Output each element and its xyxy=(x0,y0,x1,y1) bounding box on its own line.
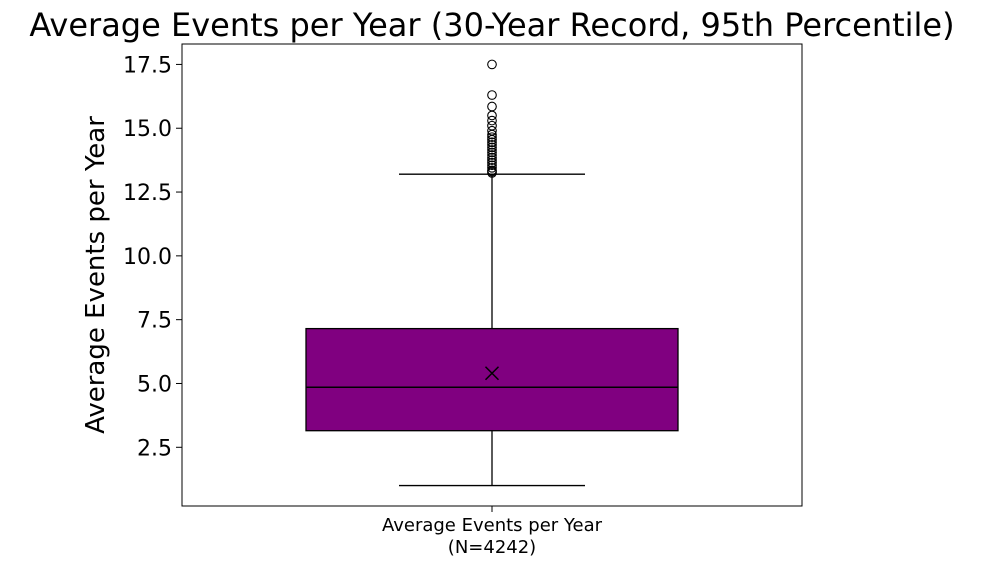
y-tick-label: 15.0 xyxy=(123,117,172,142)
outlier-point xyxy=(487,150,497,160)
outlier-point xyxy=(487,155,497,165)
y-axis-label: Average Events per Year xyxy=(81,116,111,434)
x-tick-label-line: Average Events per Year xyxy=(382,515,603,536)
plot-area xyxy=(181,43,803,507)
outlier-point xyxy=(487,120,497,131)
y-tick-label: 5.0 xyxy=(137,372,172,397)
y-tick-label: 17.5 xyxy=(123,53,172,78)
chart-title: Average Events per Year (30-Year Record,… xyxy=(29,6,954,44)
outlier-point xyxy=(487,59,497,70)
outlier-point xyxy=(487,145,497,155)
outlier-point xyxy=(487,162,497,173)
outlier-point xyxy=(487,101,497,112)
y-tick-label: 2.5 xyxy=(137,436,172,461)
outlier-point xyxy=(487,142,497,153)
y-tick-label: 7.5 xyxy=(137,309,172,334)
x-axis-ticks: Average Events per Year (N=4242) xyxy=(382,506,603,558)
outlier-point xyxy=(487,165,497,176)
outlier-point xyxy=(487,137,497,148)
outlier-point xyxy=(487,152,497,163)
outlier-point xyxy=(487,160,497,171)
y-tick-label: 10.0 xyxy=(123,245,172,270)
outlier-point xyxy=(487,115,497,126)
outlier-point xyxy=(487,132,497,143)
x-tick-label-line: (N=4242) xyxy=(448,537,536,558)
outlier-point xyxy=(487,110,497,121)
outlier-point xyxy=(487,147,497,158)
y-tick-label: 12.5 xyxy=(123,181,172,206)
y-axis-ticks: 2.5 5.0 7.5 10.0 12.5 15.0 17.5 xyxy=(123,53,182,461)
iqr-box xyxy=(305,327,679,432)
outlier-point xyxy=(487,139,497,150)
outlier-point xyxy=(487,157,497,168)
outlier-point xyxy=(487,90,497,100)
mean-marker-stroke xyxy=(484,366,500,381)
x-tick-label: Average Events per Year (N=4242) xyxy=(382,515,603,558)
outlier-point xyxy=(487,125,497,136)
